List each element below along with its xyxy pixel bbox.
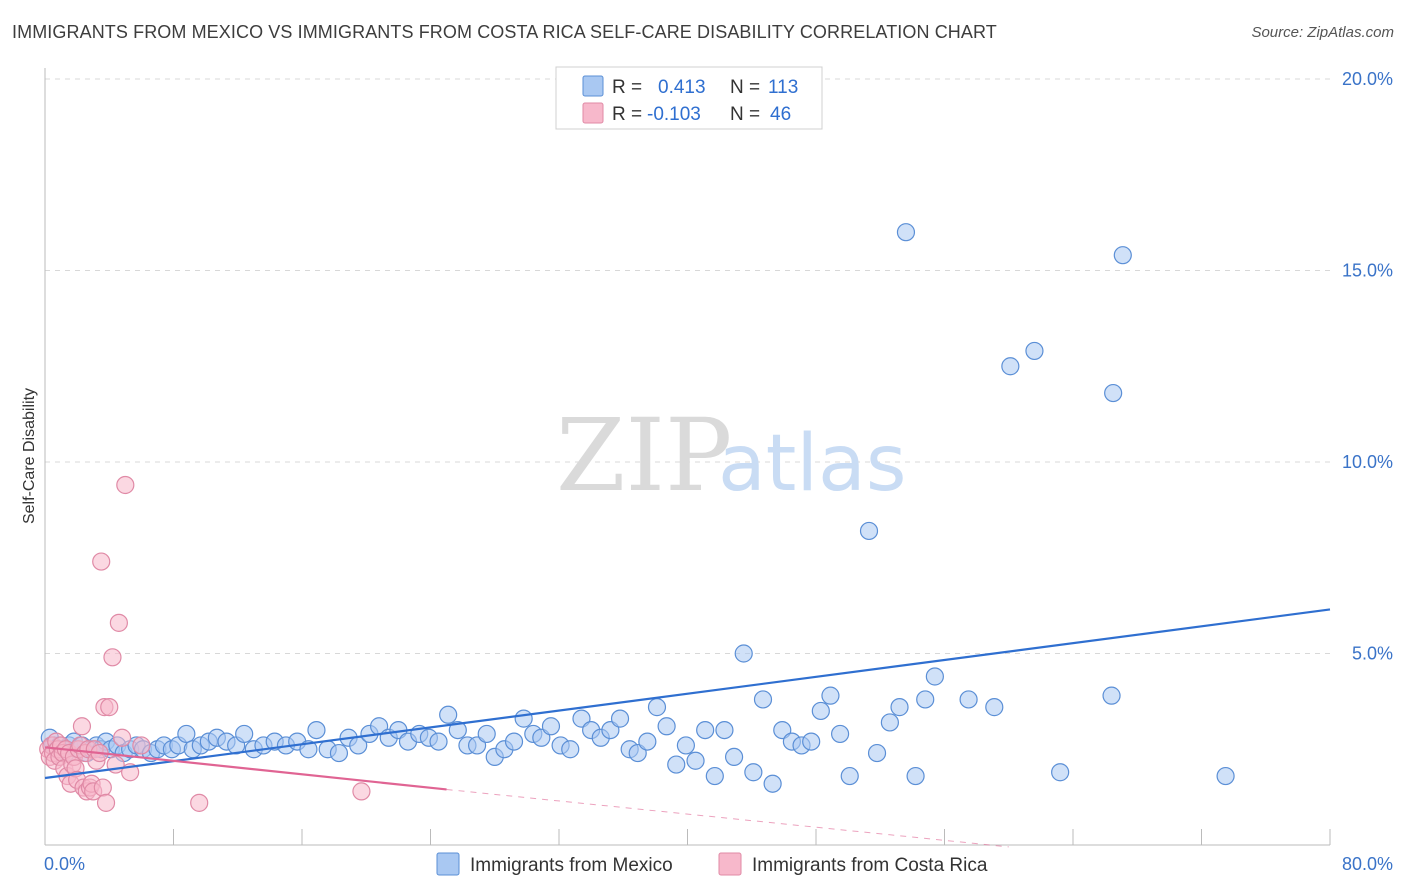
bottom-legend-mexico-swatch <box>436 852 460 876</box>
legend-n-value-mexico: 113 <box>768 77 798 98</box>
mexico-point-81 <box>705 766 724 786</box>
costa-rica-point-39 <box>109 613 128 632</box>
legend-n-label-mexico: N = <box>730 77 760 98</box>
mexico-point-85 <box>744 763 763 782</box>
legend-r-value-mexico: 0.413 <box>658 77 706 98</box>
mexico-point-54 <box>448 720 467 740</box>
costa-rica-point-37 <box>103 648 122 667</box>
watermark-zip: ZIP <box>556 397 732 514</box>
source-credit: Source: ZipAtlas.com <box>1251 24 1394 41</box>
mexico-trend-line <box>44 608 1331 780</box>
mexico-point-110 <box>1104 383 1123 403</box>
x-tick-label-max: 80.0% <box>1342 854 1393 874</box>
mexico-point-87 <box>763 774 782 793</box>
legend-n-value-costa: 46 <box>770 104 791 125</box>
y-tick-label-3: 20.0% <box>1342 69 1393 89</box>
trend-lines <box>44 608 1331 848</box>
mexico-point-42 <box>329 743 349 763</box>
mexico-point-60 <box>504 732 524 751</box>
series-legend: Immigrants from Mexico Immigrants from C… <box>436 852 988 876</box>
mexico-point-26 <box>177 724 196 744</box>
costa-rica-trend-line <box>44 746 447 791</box>
mexico-point-71 <box>610 709 630 728</box>
mexico-point-61 <box>514 709 533 728</box>
costa-rica-points <box>39 475 371 812</box>
bottom-legend-costa-label: Immigrants from Costa Rica <box>752 855 988 876</box>
mexico-point-84 <box>734 644 753 663</box>
mexico-point-33 <box>235 724 254 744</box>
tick-labels: 5.0% 10.0% 15.0% 20.0% 0.0% 80.0% <box>44 69 1393 874</box>
mexico-point-77 <box>667 755 686 774</box>
watermark-atlas: atlas <box>718 419 907 509</box>
mexico-point-107 <box>1025 341 1044 361</box>
x-tick-label-min: 0.0% <box>44 854 85 874</box>
costa-rica-point-40 <box>112 728 132 747</box>
y-tick-label-1: 10.0% <box>1342 452 1393 472</box>
costa-rica-point-41 <box>116 475 135 495</box>
mexico-point-109 <box>1102 686 1121 705</box>
mexico-point-86 <box>753 690 773 709</box>
mexico-point-96 <box>859 521 879 541</box>
mexico-point-82 <box>715 720 734 740</box>
mexico-point-102 <box>916 690 935 709</box>
bottom-legend-mexico-label: Immigrants from Mexico <box>470 855 673 876</box>
costa-rica-point-21 <box>72 717 92 736</box>
mexico-point-103 <box>925 667 944 686</box>
y-tick-label-0: 5.0% <box>1352 644 1393 664</box>
mexico-point-79 <box>686 751 705 770</box>
bottom-legend-costa-swatch <box>718 852 742 876</box>
costa-rica-point-43 <box>132 736 151 755</box>
mexico-point-53 <box>439 705 458 724</box>
mexico-point-94 <box>830 724 850 744</box>
mexico-point-80 <box>696 720 715 740</box>
mexico-point-66 <box>561 740 580 759</box>
mexico-point-83 <box>724 747 744 767</box>
mexico-point-112 <box>1216 766 1235 786</box>
grid-lines <box>45 78 1330 654</box>
costa-rica-point-32 <box>92 552 111 571</box>
mexico-point-91 <box>802 732 821 751</box>
mexico-point-40 <box>307 720 326 740</box>
mexico-point-108 <box>1051 763 1070 782</box>
axes <box>44 68 1331 846</box>
legend-r-value-costa: -0.103 <box>647 104 701 125</box>
costa-rica-point-45 <box>352 782 371 801</box>
costa-rica-point-35 <box>96 793 116 812</box>
costa-rica-point-33 <box>93 778 112 797</box>
mexico-point-111 <box>1113 246 1132 265</box>
y-axis-label: Self-Care Disability <box>21 388 38 524</box>
mexico-point-100 <box>896 223 916 242</box>
mexico-point-99 <box>890 698 909 717</box>
legend-costa-swatch <box>582 102 604 124</box>
mexico-point-76 <box>657 717 676 736</box>
stats-legend: R = 0.413 N = 113 R = -0.103 N = 46 <box>555 66 823 130</box>
costa-rica-point-44 <box>190 793 209 812</box>
mexico-point-93 <box>821 686 840 705</box>
legend-n-label-costa: N = <box>730 104 760 125</box>
mexico-point-78 <box>676 736 695 755</box>
mexico-point-92 <box>811 701 830 721</box>
legend-mexico-swatch <box>582 75 604 97</box>
mexico-point-95 <box>840 766 859 786</box>
mexico-point-64 <box>541 717 561 736</box>
costa-rica-point-36 <box>100 698 119 717</box>
legend-r-label-costa: R = <box>612 104 642 125</box>
mexico-point-105 <box>985 698 1004 717</box>
y-tick-label-2: 15.0% <box>1342 261 1393 281</box>
chart-title: IMMIGRANTS FROM MEXICO VS IMMIGRANTS FRO… <box>12 22 997 42</box>
mexico-point-101 <box>906 766 925 786</box>
mexico-point-74 <box>638 732 657 751</box>
mexico-point-57 <box>477 724 496 744</box>
mexico-point-75 <box>647 698 667 717</box>
mexico-point-104 <box>959 690 978 709</box>
costa-rica-trend-extension <box>446 788 1009 848</box>
mexico-point-97 <box>867 743 887 763</box>
mexico-point-106 <box>1001 357 1020 376</box>
legend-r-label-mexico: R = <box>612 77 642 98</box>
mexico-point-98 <box>880 713 899 732</box>
mexico-point-52 <box>429 732 448 751</box>
